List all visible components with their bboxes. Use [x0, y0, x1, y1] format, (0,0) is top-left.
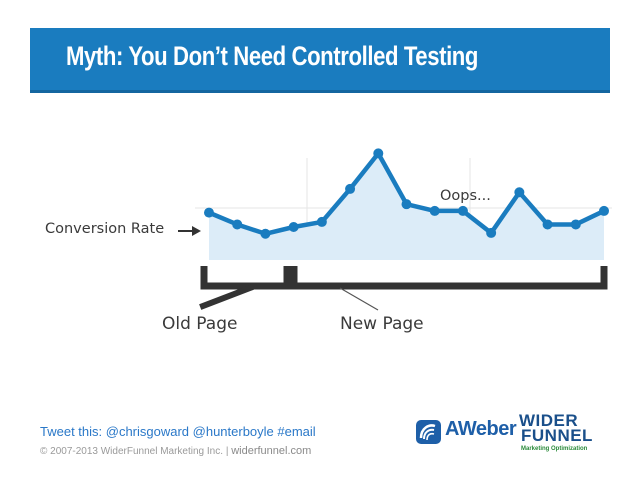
tweet-this-link[interactable]: Tweet this: @chrisgoward @hunterboyle #e… — [40, 424, 316, 439]
footer-copyright: © 2007-2013 WiderFunnel Marketing Inc. |… — [40, 445, 311, 457]
conversion-rate-label: Conversion Rate — [45, 221, 165, 237]
footer-separator: | — [225, 446, 229, 457]
data-point-10 — [486, 227, 497, 238]
data-point-8 — [429, 205, 440, 216]
data-point-5 — [345, 183, 356, 194]
new-page-bracket — [290, 266, 608, 290]
old-page-pointer — [199, 284, 254, 310]
oops-annotation: Oops... — [440, 188, 491, 204]
data-point-7 — [401, 199, 412, 210]
copyright-text: © 2007-2013 WiderFunnel Marketing Inc. — [40, 446, 224, 457]
aweber-logo: AWeber — [415, 418, 517, 446]
widerfunnel-logo: WIDER FUNNEL Marketing Optimization — [519, 411, 599, 457]
new-page-pointer — [339, 287, 379, 311]
data-point-0 — [204, 207, 214, 218]
footer-url[interactable]: widerfunnel.com — [231, 445, 312, 457]
data-point-3 — [288, 222, 299, 232]
data-point-1 — [232, 219, 243, 230]
data-point-9 — [457, 205, 468, 216]
old-page-label: Old Page — [162, 314, 238, 334]
arrow-head-icon — [192, 226, 201, 236]
data-point-2 — [260, 228, 271, 239]
title-bar: Myth: You Don’t Need Controlled Testing — [30, 28, 610, 93]
data-point-14 — [599, 205, 609, 216]
data-point-12 — [542, 219, 553, 230]
aweber-mark-icon — [416, 420, 441, 444]
period-brackets — [199, 266, 608, 311]
old-page-bracket — [200, 266, 291, 290]
data-point-13 — [570, 219, 581, 230]
aweber-wordmark: AWeber — [445, 418, 517, 440]
data-point-11 — [514, 187, 525, 198]
data-point-4 — [316, 216, 327, 227]
widerfunnel-line1: WIDER — [519, 411, 579, 430]
label-arrow — [178, 226, 201, 236]
new-page-label: New Page — [340, 314, 424, 334]
data-point-6 — [373, 148, 384, 159]
slide-title: Myth: You Don’t Need Controlled Testing — [66, 41, 479, 71]
widerfunnel-tagline: Marketing Optimization — [521, 446, 588, 452]
widerfunnel-line2: FUNNEL — [521, 426, 593, 445]
data-points — [204, 148, 609, 239]
